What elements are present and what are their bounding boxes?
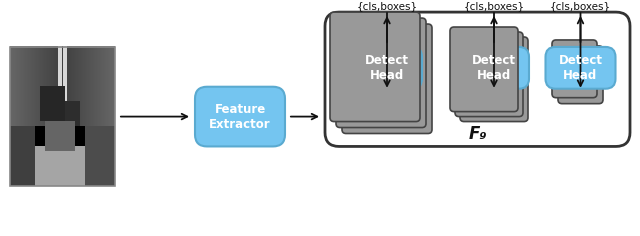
Text: {cls,boxes}: {cls,boxes} (463, 1, 525, 11)
Text: {cls,boxes}: {cls,boxes} (356, 1, 417, 11)
FancyBboxPatch shape (460, 37, 528, 122)
Text: {cls,boxes}: {cls,boxes} (550, 1, 611, 11)
FancyBboxPatch shape (450, 27, 518, 112)
FancyBboxPatch shape (459, 47, 529, 89)
FancyBboxPatch shape (545, 47, 616, 89)
FancyBboxPatch shape (552, 40, 597, 98)
Text: Feature
Extractor: Feature Extractor (209, 103, 271, 131)
Text: Detect
Head: Detect Head (472, 54, 516, 82)
FancyBboxPatch shape (195, 87, 285, 147)
FancyBboxPatch shape (325, 12, 630, 147)
FancyBboxPatch shape (330, 12, 420, 122)
Bar (10, 47, 115, 186)
Text: F₉: F₉ (468, 126, 487, 143)
Text: Detect
Head: Detect Head (365, 54, 409, 82)
Text: Detect
Head: Detect Head (559, 54, 602, 82)
FancyBboxPatch shape (342, 24, 432, 134)
FancyBboxPatch shape (558, 46, 603, 104)
FancyBboxPatch shape (455, 32, 523, 117)
FancyBboxPatch shape (336, 18, 426, 127)
FancyBboxPatch shape (352, 47, 422, 89)
